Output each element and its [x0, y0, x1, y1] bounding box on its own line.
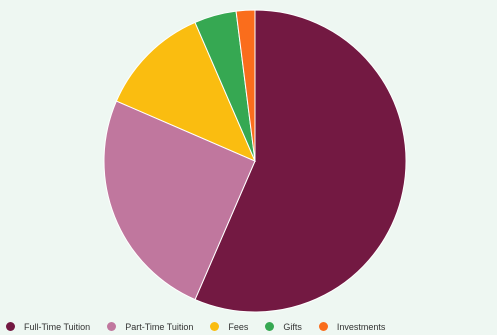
legend-item-gifts[interactable]: Gifts: [265, 321, 302, 333]
legend-swatch: [6, 322, 15, 331]
legend-swatch: [318, 322, 328, 331]
legend-label: Part-Time Tuition: [125, 321, 194, 332]
legend-label: Fees: [228, 321, 249, 332]
pie-slice-part-time-tuition[interactable]: [103, 100, 256, 301]
chart-legend: Full-Time Tuition Part-Time Tuition Fees…: [6, 318, 497, 335]
legend-item-part-time-tuition[interactable]: Part-Time Tuition: [107, 321, 193, 333]
legend-item-fees[interactable]: Fees: [210, 321, 248, 333]
legend-label: Full-Time Tuition: [24, 321, 91, 332]
pie-chart-plot: [103, 9, 407, 313]
legend-swatch: [265, 322, 275, 331]
legend-swatch: [107, 322, 117, 331]
pie-slices: [103, 9, 407, 313]
legend-item-full-time-tuition[interactable]: Full-Time Tuition: [6, 321, 90, 333]
legend-label: Gifts: [283, 321, 302, 332]
pie-slice-investments[interactable]: [235, 9, 256, 162]
pie-slice-full-time-tuition[interactable]: [194, 9, 407, 313]
legend-item-investments[interactable]: Investments: [318, 321, 386, 333]
legend-swatch: [210, 322, 220, 331]
pie-slice-fees[interactable]: [115, 21, 256, 162]
legend-label: Investments: [336, 321, 386, 332]
